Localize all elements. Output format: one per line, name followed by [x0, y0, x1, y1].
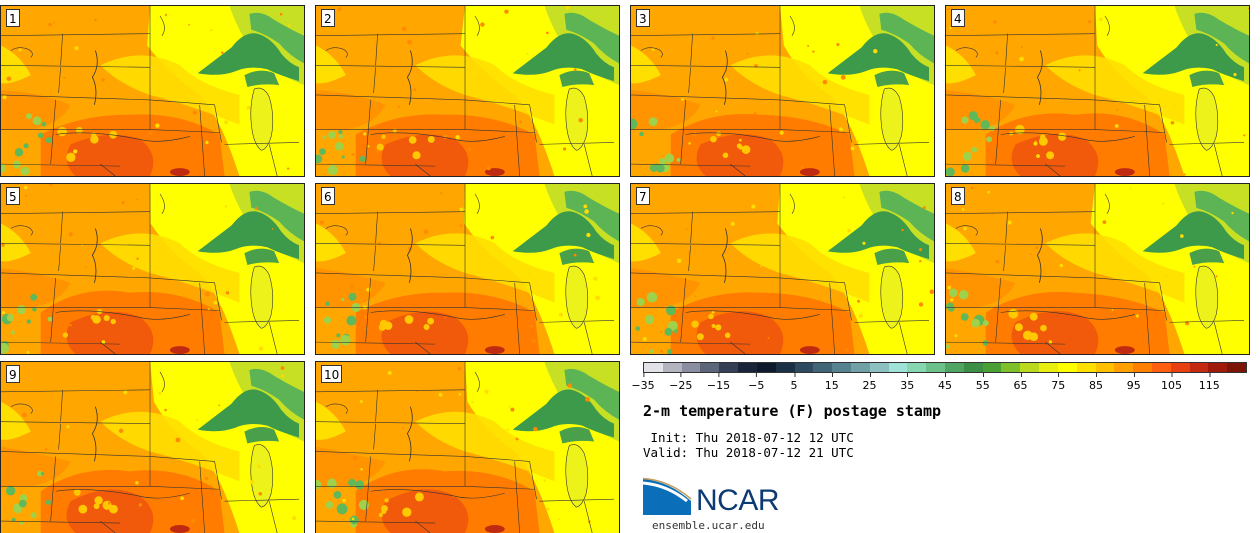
- figure-title: 2-m temperature (F) postage stamp: [643, 402, 942, 420]
- member-label: 10: [321, 365, 343, 383]
- temperature-field-map: [316, 184, 619, 354]
- member-label: 7: [636, 187, 650, 205]
- colorbar-tick-label: 25: [862, 373, 877, 392]
- ensemble-member-map-3: 3: [630, 5, 935, 177]
- member-label: 8: [951, 187, 965, 205]
- colorbar-swatch: [832, 363, 851, 372]
- colorbar-ticks: −35 −25 −15 −5 5 15 25 35 45 55 65 75 85 95 105 115: [631, 373, 1247, 393]
- colorbar-tick-label: 15: [824, 373, 839, 392]
- colorbar-swatch: [1114, 363, 1134, 372]
- ncar-logo-mark-icon: [643, 477, 692, 515]
- member-label: 9: [6, 365, 20, 383]
- colorbar-tick-label: −25: [669, 373, 693, 392]
- temperature-field-map: [1, 6, 304, 176]
- colorbar-swatch: [907, 363, 927, 372]
- temperature-field-map: [316, 362, 619, 533]
- colorbar-swatch: [1133, 363, 1152, 372]
- ncar-logo-text: NCAR: [696, 484, 780, 517]
- colorbar-swatch: [738, 363, 757, 372]
- temperature-field-map: [1, 362, 304, 533]
- member-label: 2: [321, 9, 335, 27]
- temperature-colorbar: [643, 362, 1247, 373]
- member-label: 1: [6, 9, 20, 27]
- colorbar-tick-label: 85: [1089, 373, 1103, 392]
- colorbar-swatch: [850, 363, 870, 372]
- colorbar-swatch: [945, 363, 964, 372]
- colorbar-swatch: [869, 363, 889, 372]
- colorbar-tick-label: 5: [790, 373, 798, 392]
- colorbar-swatch: [1057, 363, 1077, 372]
- colorbar-swatch: [1151, 363, 1171, 372]
- colorbar-swatch: [1227, 363, 1246, 372]
- colorbar-swatch: [719, 363, 739, 372]
- colorbar-tick-label: 35: [900, 373, 915, 392]
- ensemble-member-map-10: 10: [315, 361, 620, 533]
- temperature-field-map: [631, 6, 934, 176]
- ensemble-member-map-7: 7: [630, 183, 935, 355]
- member-label: 4: [951, 9, 965, 27]
- temperature-field-map: [1, 184, 304, 354]
- colorbar-swatch: [1001, 363, 1021, 372]
- colorbar-swatch: [888, 363, 908, 372]
- temperature-field-map: [946, 6, 1249, 176]
- colorbar-swatch: [963, 363, 983, 372]
- ensemble-member-map-8: 8: [945, 183, 1250, 355]
- colorbar-swatch: [1170, 363, 1190, 372]
- colorbar-swatch: [1189, 363, 1209, 372]
- colorbar-tick-label: 55: [975, 373, 990, 392]
- member-label: 3: [636, 9, 650, 27]
- colorbar-swatch: [662, 363, 682, 372]
- colorbar-swatch: [926, 363, 945, 372]
- colorbar-tick-label: 95: [1126, 373, 1141, 392]
- member-label: 5: [6, 187, 20, 205]
- ensemble-member-map-6: 6: [315, 183, 620, 355]
- colorbar-swatch: [644, 363, 663, 372]
- colorbar-swatch: [1076, 363, 1096, 372]
- temperature-field-map: [946, 184, 1249, 354]
- colorbar-swatch: [775, 363, 795, 372]
- colorbar-swatch: [1020, 363, 1040, 372]
- ensemble-member-map-1: 1: [0, 5, 305, 177]
- colorbar-swatch: [1208, 363, 1228, 372]
- temperature-field-map: [631, 184, 934, 354]
- colorbar-tick-label: 105: [1161, 373, 1182, 392]
- colorbar-tick-label: 45: [938, 373, 952, 392]
- init-time: Init: Thu 2018-07-12 12 UTC: [643, 430, 854, 445]
- ensemble-member-map-2: 2: [315, 5, 620, 177]
- colorbar-swatch: [756, 363, 776, 372]
- colorbar-tick-label: −35: [631, 373, 655, 392]
- colorbar-tick-label: 115: [1198, 373, 1220, 392]
- colorbar-swatch: [1039, 363, 1058, 372]
- colorbar-tick-label: −5: [748, 373, 765, 392]
- ensemble-member-map-9: 9: [0, 361, 305, 533]
- ensemble-member-map-5: 5: [0, 183, 305, 355]
- ensemble-member-map-4: 4: [945, 5, 1250, 177]
- temperature-field-map: [316, 6, 619, 176]
- member-label: 6: [321, 187, 335, 205]
- colorbar-swatch: [982, 363, 1002, 372]
- valid-time: Valid: Thu 2018-07-12 21 UTC: [643, 445, 854, 460]
- site-url: ensemble.ucar.edu: [652, 519, 765, 532]
- ncar-logo: NCAR: [643, 477, 793, 519]
- colorbar-tick-label: −15: [706, 373, 731, 392]
- colorbar-swatch: [1095, 363, 1115, 372]
- colorbar-swatch: [700, 363, 720, 372]
- colorbar-tick-label: 75: [1051, 373, 1066, 392]
- colorbar-swatch: [681, 363, 701, 372]
- colorbar-swatch: [813, 363, 833, 372]
- colorbar-swatch: [794, 363, 814, 372]
- colorbar-tick-label: 65: [1013, 373, 1028, 392]
